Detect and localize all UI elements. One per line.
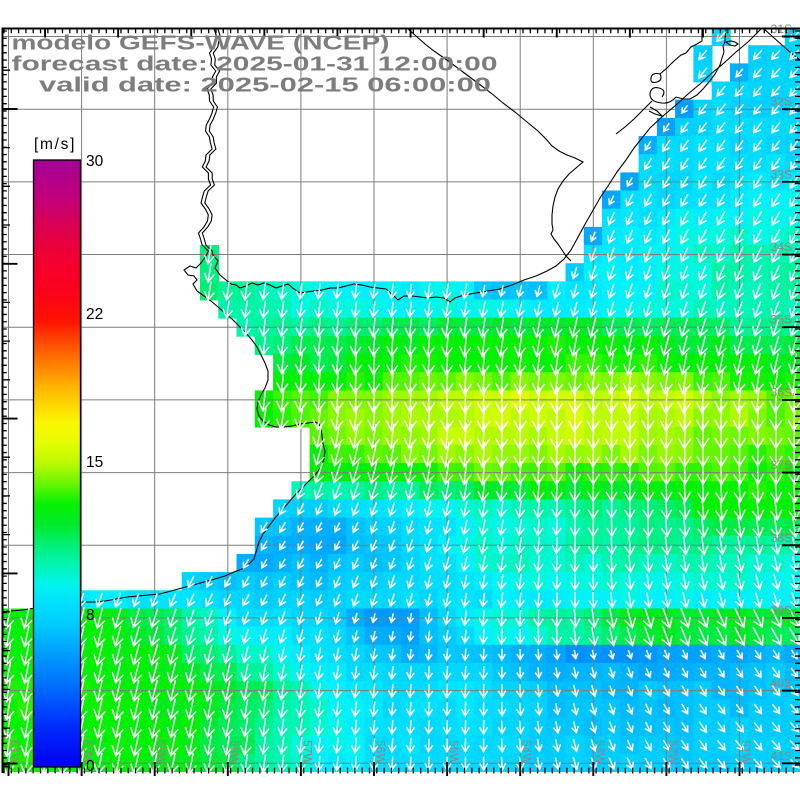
svg-text:30: 30 xyxy=(86,153,104,170)
svg-text:38S: 38S xyxy=(771,531,792,545)
svg-text:40S: 40S xyxy=(771,676,792,690)
svg-text:37S: 37S xyxy=(771,458,792,472)
svg-text:modelo GEFS-WAVE (NCEP): modelo GEFS-WAVE (NCEP) xyxy=(12,33,390,55)
svg-text:51W: 51W xyxy=(739,740,753,765)
svg-text:35S: 35S xyxy=(771,313,792,327)
svg-text:valid date: 2025-02-15 06:00:0: valid date: 2025-02-15 06:00:00 xyxy=(39,75,491,97)
svg-text:52W: 52W xyxy=(666,740,680,765)
svg-text:33S: 33S xyxy=(771,167,792,181)
svg-text:32S: 32S xyxy=(771,95,792,109)
svg-text:60W: 60W xyxy=(81,740,95,765)
svg-text:[m/s]: [m/s] xyxy=(34,136,76,153)
svg-text:55W: 55W xyxy=(447,740,461,765)
svg-text:22: 22 xyxy=(86,306,103,323)
svg-text:56W: 56W xyxy=(374,740,388,765)
svg-text:36S: 36S xyxy=(771,385,792,399)
svg-text:39S: 39S xyxy=(771,603,792,617)
svg-text:8: 8 xyxy=(86,607,95,624)
svg-text:0: 0 xyxy=(86,758,95,775)
svg-text:15: 15 xyxy=(86,454,103,471)
svg-text:53W: 53W xyxy=(593,740,607,765)
svg-text:forecast date: 2025-01-31 12:0: forecast date: 2025-01-31 12:00:00 xyxy=(12,54,498,76)
svg-text:34S: 34S xyxy=(771,240,792,254)
svg-text:54W: 54W xyxy=(520,740,534,765)
svg-text:61W: 61W xyxy=(8,740,22,765)
svg-text:57W: 57W xyxy=(300,740,314,765)
svg-text:41S: 41S xyxy=(771,749,792,763)
svg-text:59W: 59W xyxy=(154,740,168,765)
svg-text:58W: 58W xyxy=(227,740,241,765)
